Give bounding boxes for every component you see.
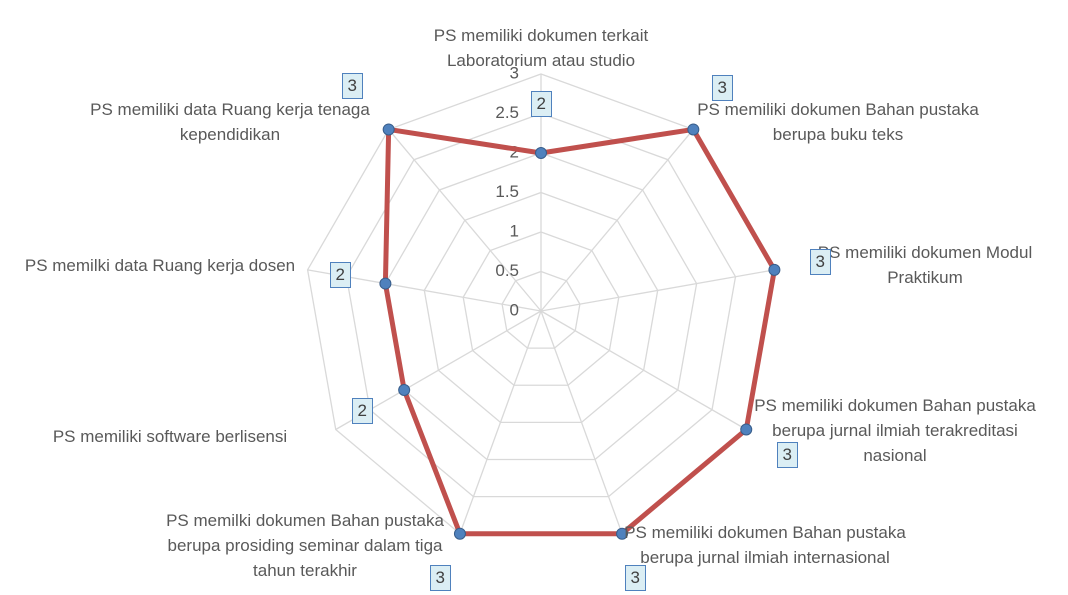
- r-tick-label: 1: [510, 221, 519, 240]
- marker: [535, 147, 547, 159]
- spoke: [388, 129, 542, 312]
- data-label: 3: [776, 442, 798, 468]
- category-label: PS memiliki dokumen Bahan pustaka berupa…: [697, 100, 979, 144]
- category-label: PS memiliki software berlisensi: [52, 426, 288, 446]
- data-label: 2: [530, 91, 552, 117]
- series-line: [382, 126, 777, 537]
- spoke: [459, 310, 542, 534]
- r-tick-label: 0.5: [495, 261, 519, 280]
- category-label: PS memilki data Ruang kerja dosen: [24, 255, 296, 275]
- r-tick-label: 1.5: [495, 182, 519, 201]
- grid-ring: [501, 270, 581, 349]
- spoke: [540, 310, 747, 431]
- marker: [398, 384, 411, 396]
- r-tick-label: 0: [510, 300, 519, 319]
- marker: [768, 263, 781, 276]
- marker: [740, 423, 753, 436]
- data-label: 3: [711, 75, 733, 101]
- data-label: 2: [329, 262, 351, 288]
- category-label: PS memiliki dokumen Modul Praktikum: [817, 243, 1033, 287]
- grid-ring: [423, 191, 659, 424]
- grid-ring: [384, 152, 698, 461]
- r-tick-label: 2: [510, 142, 519, 161]
- category-label: PS memilki dokumen Bahan pustaka berupa …: [166, 510, 444, 580]
- category-label: PS memiliki dokumen Bahan pustaka berupa…: [754, 395, 1036, 465]
- category-label: PS memiliki dokumen terkait Laboratorium…: [433, 26, 649, 70]
- data-label: 2: [351, 398, 373, 424]
- data-label: 3: [624, 565, 646, 591]
- spoke: [540, 129, 694, 312]
- marker: [382, 123, 395, 136]
- r-tick-label: 2.5: [495, 103, 519, 122]
- spoke: [540, 269, 775, 312]
- grid-ring: [345, 112, 737, 498]
- r-tick-label: 3: [510, 63, 519, 82]
- grid-ring: [462, 231, 620, 386]
- data-label: 3: [809, 249, 831, 275]
- spoke: [540, 310, 623, 534]
- data-label: 3: [429, 565, 451, 591]
- marker: [616, 527, 629, 540]
- data-label: 3: [341, 73, 363, 99]
- marker: [453, 527, 466, 540]
- category-label: PS memiliki data Ruang kerja tenaga kepe…: [90, 100, 370, 144]
- marker: [379, 277, 392, 290]
- marker: [687, 123, 700, 136]
- category-label: PS memiliki dokumen Bahan pustaka berupa…: [624, 523, 906, 567]
